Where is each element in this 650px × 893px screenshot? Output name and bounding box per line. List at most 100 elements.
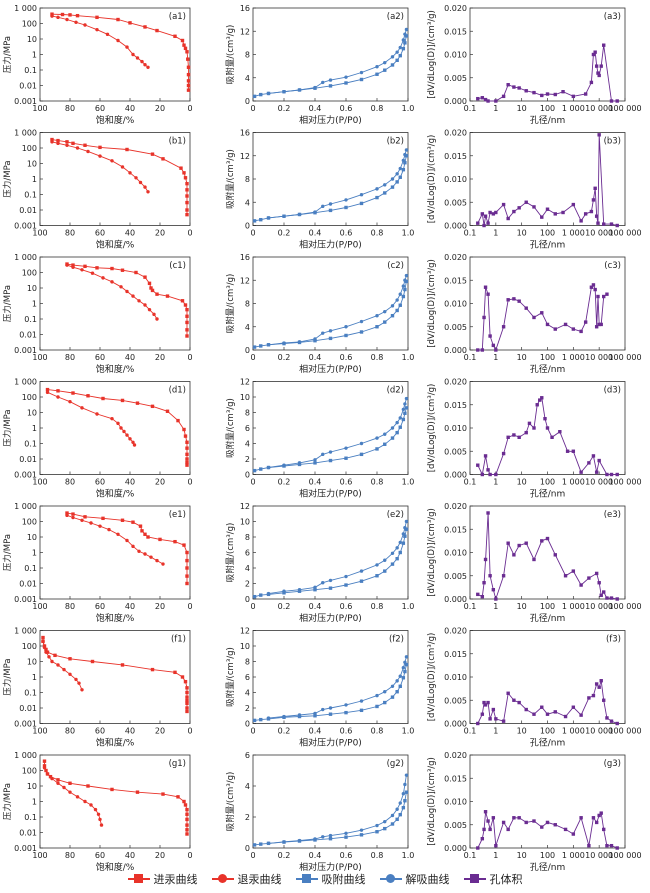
y-axis-label: [dV/dLog(D)]/(cm³/g) <box>427 633 437 722</box>
series-line-2 <box>268 398 407 468</box>
data-point <box>176 795 180 799</box>
x-tick-label: 80 <box>65 353 75 362</box>
x-axis-label: 孔径/nm <box>530 114 566 126</box>
data-point <box>313 337 317 341</box>
data-point <box>383 309 387 314</box>
data-point <box>403 287 407 292</box>
data-point <box>74 20 78 24</box>
data-point <box>150 667 155 672</box>
x-axis-label: 相对压力(P/P0) <box>299 861 362 873</box>
data-point <box>375 823 379 828</box>
x-tick-label: 0.2 <box>278 229 291 238</box>
panel-tag: (f2) <box>389 635 404 645</box>
series-line-2 <box>42 641 83 690</box>
data-point <box>297 340 302 344</box>
data-point <box>50 137 54 142</box>
x-tick-label: 0.8 <box>371 727 384 736</box>
data-point <box>390 177 395 181</box>
data-point <box>75 795 80 799</box>
data-point <box>486 468 490 472</box>
data-point <box>571 569 576 573</box>
data-point <box>571 202 576 207</box>
y-tick-label: 10 <box>27 782 37 791</box>
panel-tag: (e3) <box>604 510 621 520</box>
x-tick-label: 1.0 <box>402 851 415 860</box>
data-point <box>321 581 325 585</box>
data-point <box>403 799 407 803</box>
x-tick-label: 80 <box>65 104 75 113</box>
data-point <box>119 426 123 430</box>
data-point <box>602 222 606 226</box>
plot-frame <box>39 754 191 849</box>
series-line-2 <box>268 656 407 719</box>
data-point <box>282 840 286 844</box>
data-point <box>125 433 129 437</box>
data-point <box>390 55 395 59</box>
x-tick-label: 60 <box>95 104 105 113</box>
x-tick-label: 80 <box>65 229 75 238</box>
x-tick-label: 1.0 <box>402 727 415 736</box>
legend-label: 解吸曲线 <box>405 873 450 886</box>
x-axis-label: 相对压力(P/P0) <box>299 363 362 375</box>
x-tick-label: 1.0 <box>402 602 415 611</box>
data-point <box>143 303 147 307</box>
y-tick-label: 10 <box>27 658 37 667</box>
data-point <box>185 574 189 578</box>
data-point <box>390 436 395 440</box>
data-point <box>68 13 72 17</box>
y-tick-label: 0.01 <box>19 82 37 91</box>
data-point <box>344 205 348 210</box>
x-tick-label: 100 000 <box>608 353 641 362</box>
data-point <box>597 133 601 137</box>
data-point <box>185 832 189 836</box>
data-point <box>65 140 69 144</box>
data-point <box>501 451 506 456</box>
data-point <box>183 46 188 51</box>
data-point <box>553 327 557 331</box>
data-point <box>579 219 583 223</box>
y-tick-label: 1 000 <box>14 502 37 511</box>
y-axis-label: 压力/MPa <box>2 783 13 820</box>
data-point <box>605 716 609 720</box>
data-point <box>328 329 333 333</box>
data-point <box>403 41 407 45</box>
data-point <box>50 12 54 16</box>
data-point <box>597 813 601 818</box>
data-point <box>313 711 317 716</box>
y-axis-label: [dV/dLog(D)]/(cm³/g) <box>427 508 437 597</box>
data-point <box>561 90 565 94</box>
plot-frame <box>39 7 191 102</box>
panel-b1: 100 80 60 40 20 0 0.001 0.01 0.1 1 10 100 1 000 饱和度/%… <box>2 129 193 251</box>
data-point <box>596 294 600 299</box>
data-point <box>609 222 614 226</box>
data-point <box>615 846 619 850</box>
y-tick-label: 16 <box>240 129 250 138</box>
data-point <box>56 389 60 393</box>
data-point <box>185 452 189 457</box>
data-point <box>494 99 498 103</box>
data-point <box>395 420 399 425</box>
data-point <box>538 398 542 402</box>
data-point <box>110 266 114 271</box>
x-tick-label: 100 000 <box>608 229 641 238</box>
data-point <box>404 273 409 278</box>
data-point <box>173 34 177 38</box>
x-tick-label: 10 <box>517 104 527 113</box>
data-point <box>494 472 498 477</box>
data-point <box>252 345 257 349</box>
panel-f1: 100 80 60 40 20 0 0.001 0.01 0.1 1 10 100 1 000 饱和度/%… <box>2 627 193 749</box>
x-tick-label: 10 000 <box>585 229 613 238</box>
data-point <box>185 828 189 832</box>
data-point <box>105 32 110 37</box>
y-axis-label: [dV/dLog(D)]/(cm³/g) <box>427 384 437 473</box>
data-point <box>398 540 402 545</box>
data-point <box>47 655 51 659</box>
data-point <box>321 204 325 209</box>
data-point <box>186 83 191 88</box>
data-point <box>506 691 510 695</box>
data-point <box>390 562 395 566</box>
data-point <box>90 659 95 664</box>
data-point <box>266 216 271 220</box>
x-tick-label: 40 <box>125 353 135 362</box>
data-point <box>125 538 129 543</box>
